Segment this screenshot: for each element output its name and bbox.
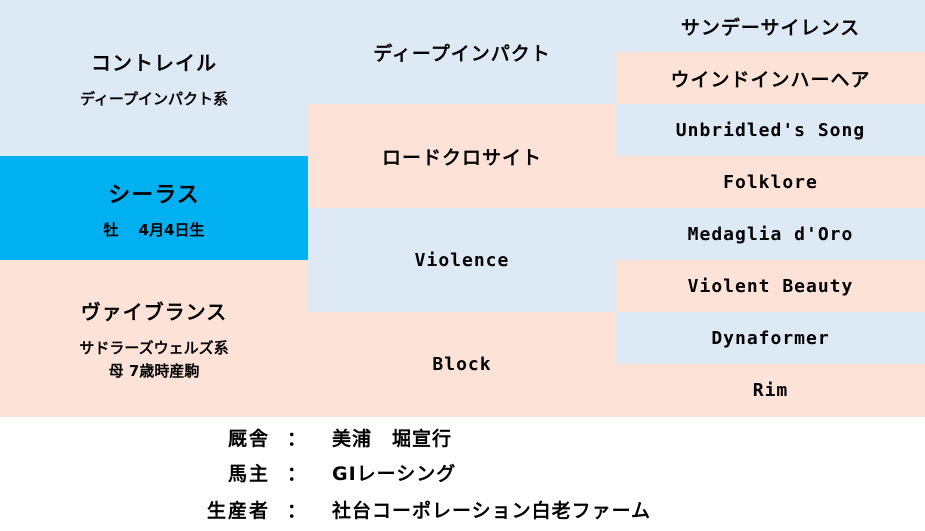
info-row-owner: 馬主 ： GIレーシング [0,459,925,493]
dam-dam-name: Block [432,354,492,375]
third-gen-name: Medaglia d'Oro [687,223,854,245]
dam-cell: ヴァイブランス サドラーズウェルズ系 母 7歳時産駒 [0,260,308,417]
sire-sire-cell: ディープインパクト [308,0,616,104]
third-gen-cell: Folklore [616,156,925,208]
sire-sire-name: ディープインパクト [373,42,551,65]
third-gen-name: Violent Beauty [687,275,854,297]
third-gen-cell: Medaglia d'Oro [616,208,925,260]
third-gen-name: Rim [752,380,789,401]
dam-line: サドラーズウェルズ系 [79,339,229,357]
info-row-breeder: 生産者 ： 社台コーポレーション白老ファーム [0,496,925,530]
info-value: 美浦 堀宣行 [332,428,453,450]
sire-dam-cell: ロードクロサイト [308,104,616,208]
info-row-trainer: 厩舎 ： 美浦 堀宣行 [0,424,925,458]
info-label: 馬主 [227,463,270,485]
third-gen-cell: Dynaformer [616,312,925,364]
info-value: GIレーシング [332,463,457,485]
third-gen-name: ウインドインハーヘア [670,68,871,91]
info-value: 社台コーポレーション白老ファーム [332,500,652,522]
info-separator: ： [287,463,307,485]
third-gen-name: Dynaformer [711,327,830,349]
info-separator: ： [287,428,307,450]
sire-cell: コントレイル ディープインパクト系 [0,0,308,156]
third-gen-cell: Rim [616,364,925,417]
third-gen-cell: サンデーサイレンス [616,0,925,52]
third-gen-cell: Violent Beauty [616,260,925,312]
third-gen-cell: ウインドインハーヘア [616,52,925,104]
horse-name: シーラス [108,182,200,208]
dam-name: ヴァイブランス [80,300,228,324]
third-gen-name: サンデーサイレンス [680,16,861,39]
dam-note: 母 7歳時産駒 [108,362,200,380]
dam-sire-cell: Violence [308,208,616,312]
third-gen-name: Folklore [723,171,818,193]
horse-cell: シーラス 牡 4月4日生 [0,156,308,260]
info-label: 厩舎 [227,428,270,450]
info-label: 生産者 [206,500,270,522]
sire-name: コントレイル [91,51,217,75]
dam-sire-name: Violence [414,249,510,271]
sire-dam-name: ロードクロサイト [381,146,542,169]
sire-line: ディープインパクト系 [79,90,229,108]
horse-info: 牡 4月4日生 [103,220,205,239]
dam-dam-cell: Block [308,312,616,417]
third-gen-cell: Unbridled's Song [616,104,925,156]
third-gen-name: Unbridled's Song [675,119,866,141]
info-separator: ： [287,500,307,522]
